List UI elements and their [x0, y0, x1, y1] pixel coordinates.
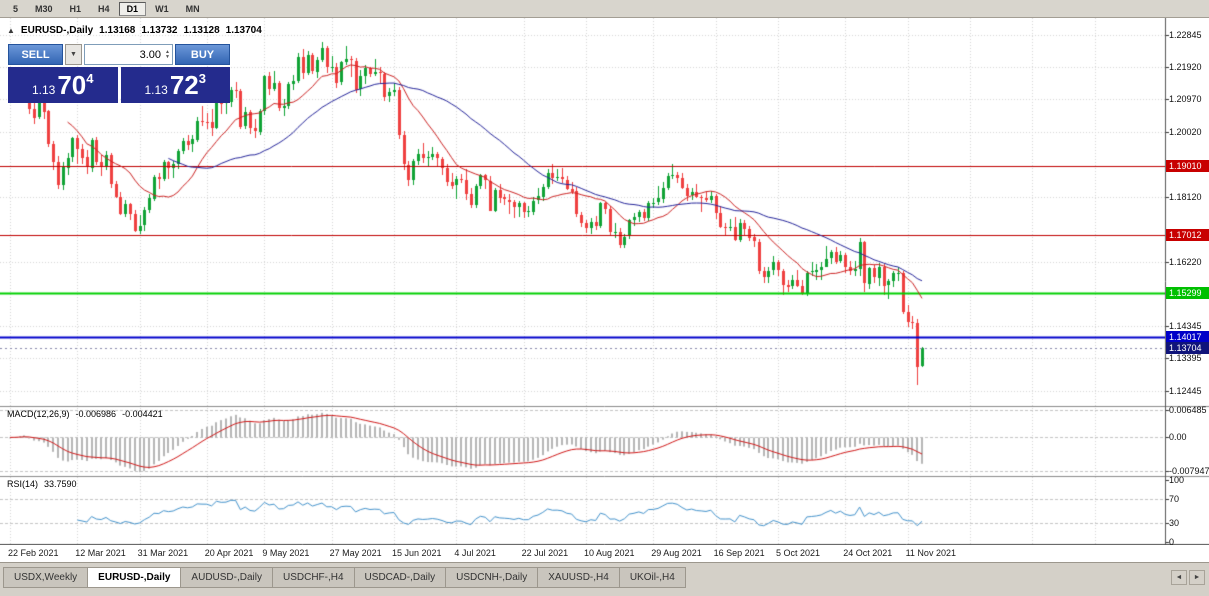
- macd-main-value: -0.006986: [75, 409, 117, 419]
- bid-price-prefix: 1.13: [31, 82, 56, 97]
- date-axis-label: 27 May 2021: [329, 548, 382, 558]
- chart-tab-usdx-weekly[interactable]: USDX,Weekly: [3, 567, 89, 588]
- price-axis-label: 1.21920: [1169, 61, 1202, 72]
- current-price-tag[interactable]: 1.13704: [1166, 341, 1209, 354]
- chart-tab-usdchf-h4[interactable]: USDCHF-,H4: [272, 567, 355, 588]
- date-axis-label: 22 Jul 2021: [521, 548, 569, 558]
- rsi-name: RSI(14): [7, 479, 39, 489]
- price-axis-label: 1.20970: [1169, 94, 1202, 105]
- chart-tab-eurusd-daily[interactable]: EURUSD-,Daily: [88, 567, 182, 588]
- price-line-tag[interactable]: 1.19010: [1166, 160, 1209, 173]
- symbol-period-label: EURUSD-,Daily: [20, 25, 94, 36]
- date-axis-label: 16 Sep 2021: [713, 548, 765, 558]
- timeframe-toolbar: 5 M30 H1 H4 D1 W1 MN: [0, 0, 1209, 18]
- sell-price-display[interactable]: 1.13 70 4: [8, 67, 118, 103]
- macd-axis-label: 0.00: [1169, 432, 1187, 443]
- ohlc-low: 1.13128: [183, 25, 220, 36]
- chart-tab-usdcad-daily[interactable]: USDCAD-,Daily: [354, 567, 447, 588]
- symbol-ohlc-line: ▲ EURUSD-,Daily 1.13168 1.13732 1.13128 …: [7, 25, 262, 36]
- timeframe-button-h4[interactable]: H4: [98, 3, 110, 14]
- timeframe-button-m30[interactable]: M30: [35, 3, 53, 14]
- rsi-value: 33.7590: [44, 479, 77, 489]
- price-axis-label: 1.22845: [1169, 30, 1202, 41]
- rsi-axis-label: 100: [1169, 475, 1185, 485]
- chart-tabbar: USDX,Weekly EURUSD-,Daily AUDUSD-,Daily USD…: [3, 567, 686, 588]
- buy-button[interactable]: BUY: [175, 44, 230, 65]
- price-line-tag[interactable]: 1.14017: [1166, 331, 1209, 344]
- timeframe-button-mn[interactable]: MN: [185, 3, 200, 14]
- timeframe-button-5[interactable]: 5: [13, 3, 19, 14]
- bid-price-fraction: 4: [86, 71, 94, 86]
- price-axis-label: 1.14345: [1169, 320, 1202, 331]
- lot-spinner[interactable]: ▲ ▼: [165, 48, 170, 60]
- date-axis-label: 22 Feb 2021: [8, 548, 59, 558]
- ohlc-close: 1.13704: [225, 25, 262, 36]
- chevron-down-icon: ▼: [70, 51, 77, 58]
- price-axis-label: 1.18120: [1169, 191, 1202, 202]
- timeframe-button-h1[interactable]: H1: [69, 3, 82, 14]
- price-axis-label: 1.13395: [1169, 353, 1202, 364]
- time-axis: 22 Feb 2021 12 Mar 2021 31 Mar 2021 20 Apr …: [0, 547, 1165, 562]
- rsi-axis-label: 0: [1169, 537, 1175, 547]
- buy-price-display[interactable]: 1.13 72 3: [120, 67, 230, 103]
- ask-price-fraction: 3: [198, 71, 206, 86]
- ask-price-prefix: 1.13: [144, 82, 168, 97]
- rsi-axis-label: 30: [1169, 518, 1180, 529]
- price-axis: 1.22845 1.21920 1.20970 1.20020 1.18120 1.162…: [1166, 18, 1209, 547]
- macd-name: MACD(12,26,9): [7, 409, 70, 419]
- price-line-tag[interactable]: 1.17012: [1166, 228, 1209, 241]
- lot-size-input[interactable]: 3.00 ▲ ▼: [84, 44, 173, 65]
- date-axis-label: 15 Jun 2021: [392, 548, 442, 558]
- chart-tab-usdcnh-daily[interactable]: USDCNH-,Daily: [446, 567, 539, 588]
- price-line-tag[interactable]: 1.15299: [1166, 287, 1209, 300]
- macd-indicator-label: MACD(12,26,9) -0.006986 -0.004421: [7, 409, 163, 419]
- ohlc-open: 1.13168: [99, 25, 136, 36]
- lot-size-value: 3.00: [139, 48, 162, 61]
- date-axis-label: 10 Aug 2021: [584, 548, 635, 558]
- chart-tab-xauusd-h4[interactable]: XAUUSD-,H4: [538, 567, 620, 588]
- rsi-axis-label: 70: [1169, 493, 1180, 504]
- order-settings-dropdown[interactable]: ▼: [65, 44, 82, 65]
- bid-price-pips: 70: [57, 70, 87, 100]
- ask-price-pips: 72: [169, 70, 199, 100]
- rsi-indicator-label: RSI(14) 33.7590: [7, 479, 77, 489]
- timeframe-button-w1[interactable]: W1: [155, 3, 169, 14]
- macd-axis-label: 0.006485: [1169, 405, 1207, 415]
- one-click-trading-panel: SELL ▼ 3.00 ▲ ▼ BUY 1.13 70 4 1.13 72 3: [8, 44, 230, 103]
- chart-tab-ukoil-h4[interactable]: UKOil-,H4: [619, 567, 686, 588]
- date-axis-label: 11 Nov 2021: [905, 548, 956, 558]
- chart-tabbar-area: USDX,Weekly EURUSD-,Daily AUDUSD-,Daily USD…: [0, 562, 1209, 596]
- chart-canvas[interactable]: [0, 18, 1209, 545]
- ohlc-high: 1.13732: [141, 25, 178, 36]
- date-axis-label: 20 Apr 2021: [204, 548, 254, 558]
- sell-button[interactable]: SELL: [8, 44, 63, 65]
- date-axis-label: 12 Mar 2021: [75, 548, 126, 558]
- tab-scroll-controls: ◄ ►: [1171, 570, 1205, 585]
- date-axis-label: 29 Aug 2021: [651, 548, 702, 558]
- date-axis-label: 24 Oct 2021: [843, 548, 893, 558]
- timeframe-button-d1[interactable]: D1: [118, 1, 147, 16]
- spinner-down-icon[interactable]: ▼: [165, 53, 170, 60]
- price-axis-label: 1.20020: [1169, 126, 1202, 137]
- macd-signal-value: -0.004421: [122, 409, 163, 419]
- price-axis-label: 1.16220: [1169, 256, 1202, 267]
- chart-tab-audusd-daily[interactable]: AUDUSD-,Daily: [181, 567, 273, 588]
- collapse-trading-panel-icon[interactable]: ▲: [7, 26, 15, 35]
- macd-axis-label: -0.007947: [1169, 466, 1209, 476]
- date-axis-label: 9 May 2021: [262, 548, 310, 558]
- tab-scroll-left-button[interactable]: ◄: [1171, 570, 1187, 585]
- chart-area[interactable]: ▲ EURUSD-,Daily 1.13168 1.13732 1.13128 …: [0, 18, 1209, 562]
- date-axis-label: 31 Mar 2021: [137, 548, 189, 558]
- date-axis-label: 4 Jul 2021: [454, 548, 496, 558]
- date-axis-label: 5 Oct 2021: [776, 548, 821, 558]
- tab-scroll-right-button[interactable]: ►: [1189, 570, 1205, 585]
- spinner-up-icon[interactable]: ▲: [165, 48, 170, 55]
- price-axis-label: 1.12445: [1169, 385, 1202, 396]
